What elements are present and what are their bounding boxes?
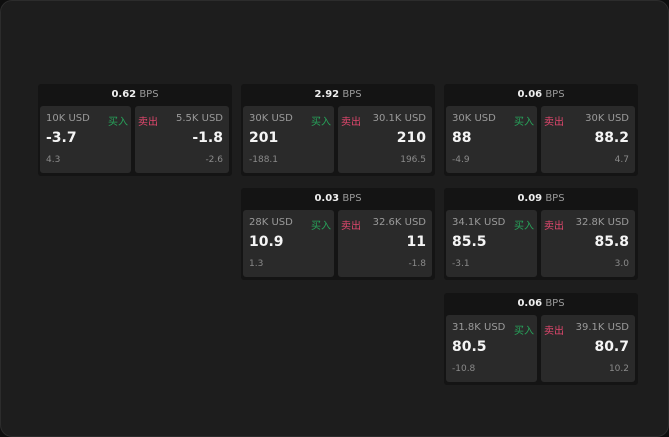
bid-quantity: 31.8K USD	[452, 322, 506, 333]
sell-button[interactable]: 卖出 5.5K USD -1.8 -2.6	[135, 106, 229, 173]
buy-label: 买入	[514, 117, 534, 128]
bid-change: -3.1	[452, 259, 470, 269]
bid-price: 10.9	[249, 234, 284, 250]
ask-price: 80.7	[594, 339, 629, 355]
spread-header: 2.92 BPS	[241, 84, 435, 105]
sell-button[interactable]: 卖出 32.8K USD 85.8 3.0	[541, 210, 635, 277]
spread-unit: BPS	[545, 193, 565, 204]
spread-value: 0.06	[517, 89, 543, 100]
ask-quantity: 5.5K USD	[175, 113, 223, 124]
bid-change: -4.9	[452, 155, 470, 165]
bid-change: -188.1	[249, 155, 279, 165]
price-tile: 2.92 BPS 30K USD 买入 201 -188.1 卖出 30.1K …	[241, 84, 435, 176]
bid-quantity: 10K USD	[46, 113, 90, 124]
ask-quantity: 32.6K USD	[372, 217, 426, 228]
ask-price: 210	[396, 130, 426, 146]
ask-change: 10.2	[608, 364, 629, 374]
spread-header: 0.06 BPS	[444, 84, 638, 105]
spread-unit: BPS	[342, 193, 362, 204]
buy-button[interactable]: 34.1K USD 买入 85.5 -3.1	[446, 210, 537, 277]
buy-button[interactable]: 31.8K USD 买入 80.5 -10.8	[446, 315, 537, 382]
buy-label: 买入	[311, 117, 331, 128]
spread-unit: BPS	[139, 89, 159, 100]
sell-label: 卖出	[341, 117, 361, 128]
sell-label: 卖出	[138, 117, 158, 128]
ask-price: -1.8	[192, 130, 223, 146]
spread-header: 0.09 BPS	[444, 188, 638, 209]
bid-change: -10.8	[452, 364, 476, 374]
spread-header: 0.06 BPS	[444, 293, 638, 314]
bid-price: 85.5	[452, 234, 487, 250]
ask-quantity: 39.1K USD	[575, 322, 629, 333]
sell-label: 卖出	[544, 221, 564, 232]
bid-price: 80.5	[452, 339, 487, 355]
ask-price: 85.8	[594, 234, 629, 250]
buy-button[interactable]: 28K USD 买入 10.9 1.3	[243, 210, 334, 277]
bid-price: 201	[249, 130, 279, 146]
buy-label: 买入	[311, 221, 331, 232]
spread-unit: BPS	[545, 298, 565, 309]
ask-change: 4.7	[614, 155, 629, 165]
spread-value: 0.03	[314, 193, 340, 204]
price-tile: 0.09 BPS 34.1K USD 买入 85.5 -3.1 卖出 32.8K…	[444, 188, 638, 280]
buy-button[interactable]: 30K USD 买入 88 -4.9	[446, 106, 537, 173]
ask-change: -2.6	[205, 155, 223, 165]
spread-unit: BPS	[342, 89, 362, 100]
price-tile: 0.06 BPS 30K USD 买入 88 -4.9 卖出 30K USD 8…	[444, 84, 638, 176]
bid-price: -3.7	[46, 130, 77, 146]
buy-button[interactable]: 10K USD 买入 -3.7 4.3	[40, 106, 131, 173]
spread-value: 0.06	[517, 298, 543, 309]
spread-header: 0.03 BPS	[241, 188, 435, 209]
ask-quantity: 30K USD	[585, 113, 629, 124]
bid-quantity: 28K USD	[249, 217, 293, 228]
ask-change: -1.8	[408, 259, 426, 269]
sell-label: 卖出	[544, 117, 564, 128]
ask-price: 88.2	[594, 130, 629, 146]
ask-quantity: 32.8K USD	[575, 217, 629, 228]
bid-quantity: 30K USD	[452, 113, 496, 124]
sell-label: 卖出	[341, 221, 361, 232]
ask-change: 3.0	[614, 259, 629, 269]
sell-button[interactable]: 卖出 30K USD 88.2 4.7	[541, 106, 635, 173]
sell-button[interactable]: 卖出 30.1K USD 210 196.5	[338, 106, 432, 173]
ask-quantity: 30.1K USD	[372, 113, 426, 124]
bid-change: 4.3	[46, 155, 61, 165]
price-tile: 0.06 BPS 31.8K USD 买入 80.5 -10.8 卖出 39.1…	[444, 293, 638, 385]
spread-value: 0.09	[517, 193, 543, 204]
bid-change: 1.3	[249, 259, 264, 269]
ask-change: 196.5	[400, 155, 426, 165]
buy-label: 买入	[514, 221, 534, 232]
ask-price: 11	[406, 234, 426, 250]
bid-quantity: 34.1K USD	[452, 217, 506, 228]
sell-button[interactable]: 卖出 32.6K USD 11 -1.8	[338, 210, 432, 277]
buy-button[interactable]: 30K USD 买入 201 -188.1	[243, 106, 334, 173]
price-tile: 0.62 BPS 10K USD 买入 -3.7 4.3 卖出 5.5K USD…	[38, 84, 232, 176]
buy-label: 买入	[108, 117, 128, 128]
price-tile: 0.03 BPS 28K USD 买入 10.9 1.3 卖出 32.6K US…	[241, 188, 435, 280]
buy-label: 买入	[514, 326, 534, 337]
sell-button[interactable]: 卖出 39.1K USD 80.7 10.2	[541, 315, 635, 382]
spread-value: 0.62	[111, 89, 137, 100]
bid-price: 88	[452, 130, 472, 146]
sell-label: 卖出	[544, 326, 564, 337]
spread-unit: BPS	[545, 89, 565, 100]
spread-value: 2.92	[314, 89, 340, 100]
bid-quantity: 30K USD	[249, 113, 293, 124]
spread-header: 0.62 BPS	[38, 84, 232, 105]
